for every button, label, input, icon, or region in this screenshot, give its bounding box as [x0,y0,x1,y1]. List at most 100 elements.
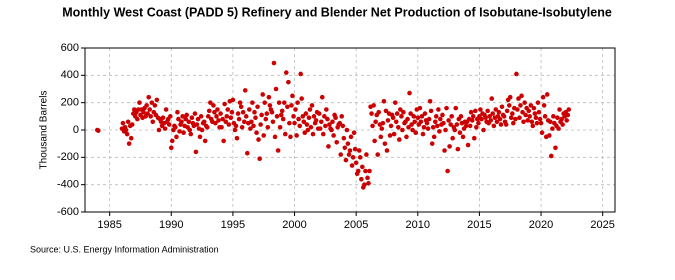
data-point [430,124,436,130]
data-point [293,107,298,112]
data-point [221,138,226,144]
data-point [498,122,504,127]
data-point [372,138,377,144]
data-point [444,105,449,111]
data-point [340,123,346,129]
data-point [218,111,223,116]
data-point [277,124,283,130]
data-point [529,119,535,125]
data-point [465,142,471,148]
data-point [424,120,430,126]
data-point [540,94,546,100]
data-point [213,120,218,126]
data-point [232,127,238,133]
data-point [289,103,294,108]
data-point [263,116,269,122]
data-point [494,119,500,125]
data-point [272,134,278,140]
data-point [248,126,253,131]
data-point [369,111,374,116]
data-point [378,134,384,140]
data-point [176,116,181,122]
data-point [129,122,135,127]
data-point [230,97,236,103]
data-point [251,123,256,129]
data-point [128,135,134,141]
data-point [262,100,268,105]
data-point [514,71,519,77]
data-point [397,107,403,112]
data-point [123,127,129,133]
data-point [453,105,459,111]
data-point [384,148,390,153]
data-point [375,152,381,157]
data-point [380,120,386,126]
data-point [224,114,230,119]
data-point [285,104,290,110]
data-point [204,124,210,130]
data-point [294,133,299,138]
data-point [255,104,260,110]
data-point [249,119,254,125]
data-point [497,116,503,122]
data-point [550,126,555,131]
data-point [436,107,441,112]
data-point [264,111,270,116]
data-point [211,103,216,108]
x-tick-label: 2025 [590,219,614,231]
data-point [339,114,345,119]
data-point [199,127,205,133]
data-point [526,108,532,114]
data-point [557,107,562,112]
data-point [239,124,245,130]
data-point [420,131,426,137]
data-point [437,129,442,134]
data-point [219,124,224,130]
data-point [413,130,418,136]
data-point [241,119,247,125]
data-point [503,122,509,127]
data-point [347,148,353,153]
data-point [531,105,537,111]
data-point [463,123,469,129]
data-point [350,155,356,160]
data-point [481,127,486,133]
data-point [290,93,295,99]
data-point [280,116,286,122]
data-point [407,90,412,96]
data-point [299,96,304,101]
data-point [457,130,463,136]
data-point [362,182,367,187]
data-point [296,116,301,122]
data-point [141,109,146,115]
data-point [541,103,547,108]
data-point [382,141,388,146]
data-point [183,116,188,122]
y-tick-label: 0 [73,124,79,136]
data-point [198,114,204,119]
data-point [288,134,293,140]
data-point [279,108,285,114]
data-point [397,137,402,142]
data-point [163,107,169,112]
data-point [147,107,153,112]
data-point [383,108,389,114]
data-point [179,119,184,125]
data-point [476,120,481,126]
data-point [206,108,212,114]
data-point [319,94,325,100]
data-point [300,114,306,119]
data-point [273,86,279,92]
data-point [415,115,421,120]
data-point [468,109,474,115]
data-point [276,100,282,105]
data-point [488,118,494,123]
data-point [426,116,432,122]
data-point [135,116,140,122]
data-point [419,114,425,119]
data-point [428,108,434,114]
data-point [308,124,314,130]
data-point [257,156,262,161]
data-point [352,146,358,152]
data-point [387,133,393,138]
